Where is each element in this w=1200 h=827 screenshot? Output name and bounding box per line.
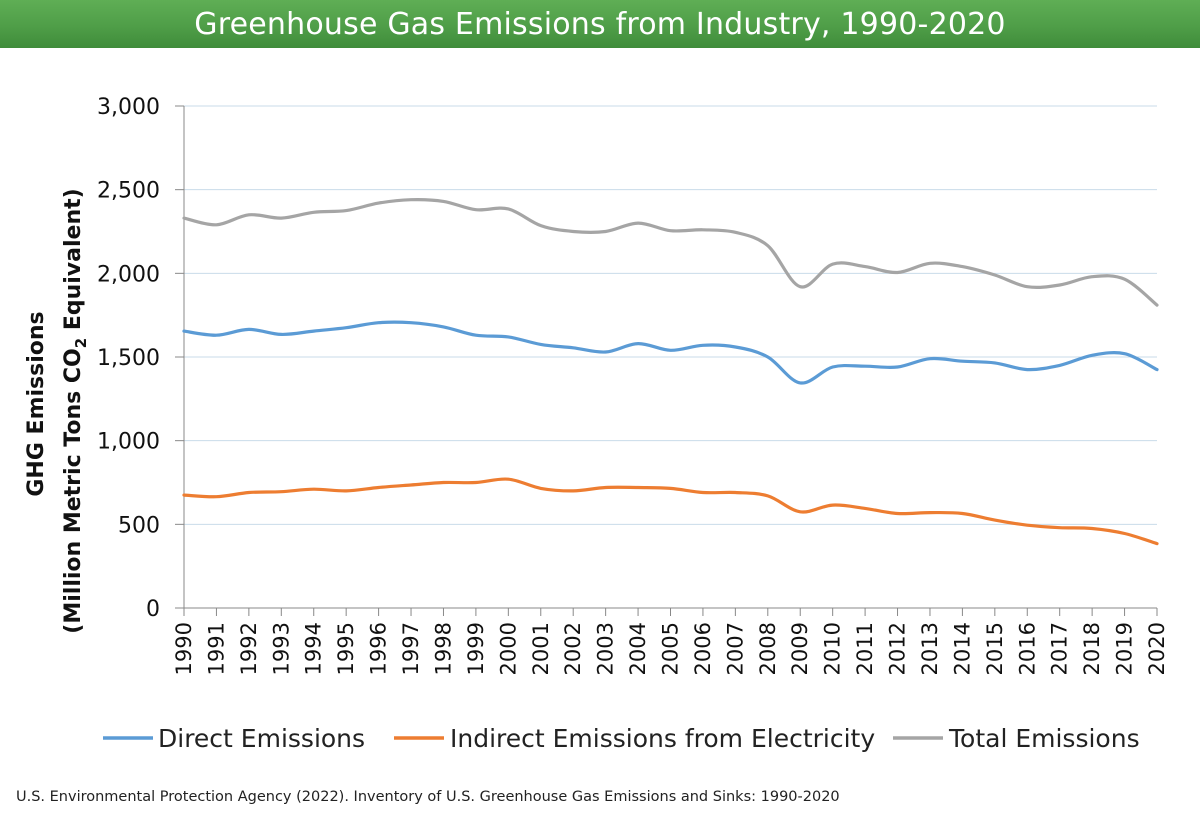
x-tick-label: 1998 [431, 622, 455, 675]
x-tick-label: 2008 [756, 622, 780, 675]
x-tick-label: 2005 [659, 622, 683, 675]
x-tick-label: 2002 [561, 622, 585, 675]
series-line-direct-emissions [182, 320, 1159, 385]
x-tick-label: 2020 [1145, 622, 1169, 675]
legend-label-indirect-emissions-from-electricity: Indirect Emissions from Electricity [450, 724, 875, 753]
x-tick-label: 1993 [269, 622, 293, 675]
x-tick-label: 1992 [237, 622, 261, 675]
x-tick-label: 1995 [334, 622, 358, 675]
line-chart: 0 500 1,000 1,500 2,000 2,500 3,000 1990 1991 199… [24, 95, 1169, 753]
gridlines [184, 105, 1157, 525]
title-bar: Greenhouse Gas Emissions from Industry, … [0, 0, 1200, 48]
y-tick-label: 3,000 [97, 95, 160, 120]
axes: 0 500 1,000 1,500 2,000 2,500 3,000 1990 1991 199… [97, 95, 1169, 675]
x-tick-label: 2009 [788, 622, 812, 675]
x-tick-label: 1996 [367, 622, 391, 675]
chart-title: Greenhouse Gas Emissions from Industry, … [194, 6, 1006, 42]
x-tick-label: 2016 [1015, 622, 1039, 675]
x-tick-label: 2010 [821, 622, 845, 675]
legend-label-total-emissions: Total Emissions [948, 724, 1140, 753]
x-tick-label: 2019 [1113, 622, 1137, 675]
x-tick-label: 2004 [626, 622, 650, 675]
legend-label-direct-emissions: Direct Emissions [158, 724, 365, 753]
x-tick-label: 1990 [172, 622, 196, 675]
series-line-indirect-emissions-from-electricity [182, 477, 1159, 546]
x-tick-label: 1991 [204, 622, 228, 675]
y-tick-label: 2,000 [97, 262, 160, 287]
x-tick-label: 1997 [399, 622, 423, 675]
y-axis-label-line1: GHG Emissions [24, 311, 49, 496]
y-tick-label: 0 [146, 597, 160, 622]
x-tick-label: 2003 [594, 622, 618, 675]
x-tick-label: 2007 [723, 622, 747, 675]
y-tick-label: 1,000 [97, 430, 160, 455]
x-tick-label: 2018 [1080, 622, 1104, 675]
series-line-total-emissions [182, 198, 1159, 307]
y-tick-label: 1,500 [97, 346, 160, 371]
legend: Direct Emissions Indirect Emissions from … [103, 724, 1140, 753]
x-tick-label: 2006 [691, 622, 715, 675]
x-tick-label: 2015 [983, 622, 1007, 675]
x-tick-label: 2017 [1048, 622, 1072, 675]
x-tick-label: 2014 [950, 622, 974, 675]
x-tick-label: 2000 [496, 622, 520, 675]
y-axis-label-line2: (Million Metric Tons CO2 Equivalent) [61, 188, 90, 633]
x-tick-label: 2011 [853, 622, 877, 675]
source-note: U.S. Environmental Protection Agency (20… [16, 789, 840, 805]
series-lines [182, 198, 1159, 546]
x-tick-label: 1994 [302, 622, 326, 675]
y-tick-label: 2,500 [97, 179, 160, 204]
x-tick-label: 1999 [464, 622, 488, 675]
x-tick-label: 2012 [886, 622, 910, 675]
x-tick-label: 2001 [529, 622, 553, 675]
x-tick-label: 2013 [918, 622, 942, 675]
y-tick-label: 500 [118, 513, 160, 538]
